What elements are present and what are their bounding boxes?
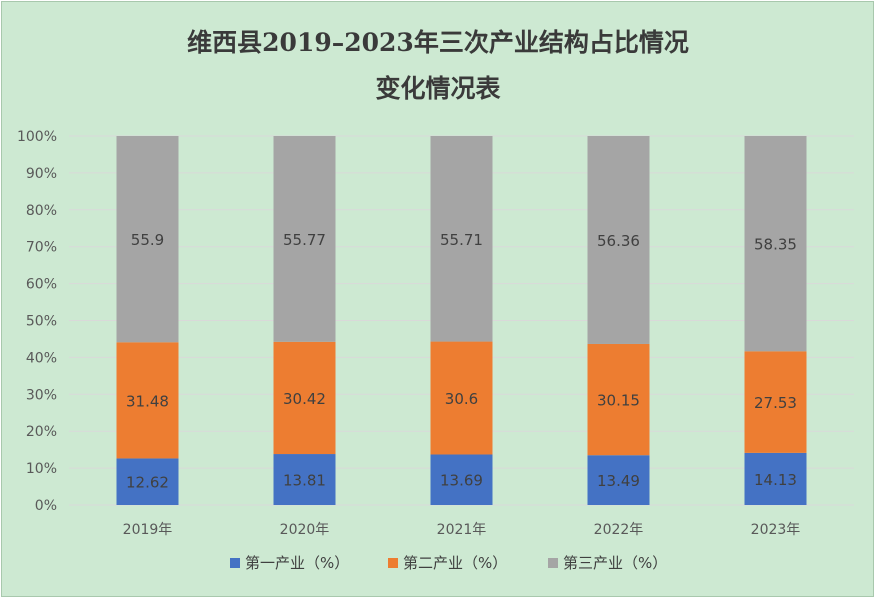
y-tick-label: 0% xyxy=(35,498,57,514)
legend[interactable]: 第一产业（%） 第二产业（%） 第三产业（%） xyxy=(230,554,667,572)
y-tick-label: 40% xyxy=(26,350,57,366)
data-label: 58.35 xyxy=(754,236,797,254)
y-tick-label: 10% xyxy=(26,461,57,477)
x-axis-tick-labels: 2019年 2020年 2021年 2022年 2023年 xyxy=(123,522,801,538)
legend-item[interactable]: 第一产业（%） xyxy=(230,554,349,572)
x-tick-label: 2023年 xyxy=(751,522,801,538)
legend-label: 第一产业（%） xyxy=(245,554,349,572)
x-tick-label: 2020年 xyxy=(280,522,330,538)
data-label: 55.9 xyxy=(131,231,164,249)
legend-swatch xyxy=(388,558,398,568)
legend-label: 第二产业（%） xyxy=(403,554,507,572)
chart-title-line-1: 维西县2019–2023年三次产业结构占比情况 xyxy=(187,28,689,57)
bar-segment xyxy=(430,341,493,455)
bar-segment xyxy=(116,458,179,505)
bar-segment xyxy=(273,454,336,505)
y-tick-label: 90% xyxy=(26,166,57,182)
bar-segment xyxy=(116,136,179,343)
data-label: 31.48 xyxy=(126,392,169,410)
x-tick-label: 2022年 xyxy=(594,522,644,538)
bar-segment xyxy=(116,342,179,459)
data-label: 30.15 xyxy=(597,392,640,410)
y-axis-tick-labels: 0% 10% 20% 30% 40% 50% 60% 70% 80% 90% 100% xyxy=(17,129,57,514)
legend-item[interactable]: 第三产业（%） xyxy=(548,554,667,572)
legend-swatch xyxy=(548,558,558,568)
bar-segment xyxy=(273,136,336,342)
chart-title: 维西县2019–2023年三次产业结构占比情况 变化情况表 xyxy=(187,28,689,103)
data-label: 12.62 xyxy=(126,474,169,492)
y-tick-label: 30% xyxy=(26,387,57,403)
data-label: 13.81 xyxy=(283,472,326,490)
bar-segment xyxy=(587,455,650,505)
y-tick-label: 70% xyxy=(26,240,57,256)
bar-segment xyxy=(744,452,807,505)
legend-item[interactable]: 第二产业（%） xyxy=(388,554,507,572)
bar-segment xyxy=(430,454,493,505)
x-tick-label: 2019年 xyxy=(123,522,173,538)
data-label: 55.71 xyxy=(440,231,483,249)
legend-swatch xyxy=(230,558,240,568)
data-label: 56.36 xyxy=(597,232,640,250)
data-label: 13.49 xyxy=(597,472,640,490)
data-label: 27.53 xyxy=(754,394,797,412)
y-tick-label: 60% xyxy=(26,277,57,293)
bar-segment xyxy=(587,136,650,344)
bar-segment xyxy=(744,351,807,453)
data-label: 14.13 xyxy=(754,471,797,489)
bars xyxy=(116,136,807,505)
bar-segment xyxy=(273,341,336,455)
bar-segment xyxy=(744,136,807,352)
y-tick-label: 100% xyxy=(17,129,57,145)
chart-title-line-2: 变化情况表 xyxy=(375,74,501,103)
data-labels: 12.62 31.48 55.9 13.81 30.42 55.77 13.69 30.6 55… xyxy=(126,231,797,492)
x-tick-label: 2021年 xyxy=(437,522,487,538)
y-tick-label: 80% xyxy=(26,203,57,219)
bar-segment xyxy=(430,136,493,342)
bar-segment xyxy=(587,343,650,456)
legend-label: 第三产业（%） xyxy=(563,554,667,572)
y-tick-label: 50% xyxy=(26,314,57,330)
y-tick-label: 20% xyxy=(26,424,57,440)
data-label: 13.69 xyxy=(440,472,483,490)
data-label: 30.42 xyxy=(283,390,326,408)
data-label: 30.6 xyxy=(445,390,478,408)
data-label: 55.77 xyxy=(283,231,326,249)
